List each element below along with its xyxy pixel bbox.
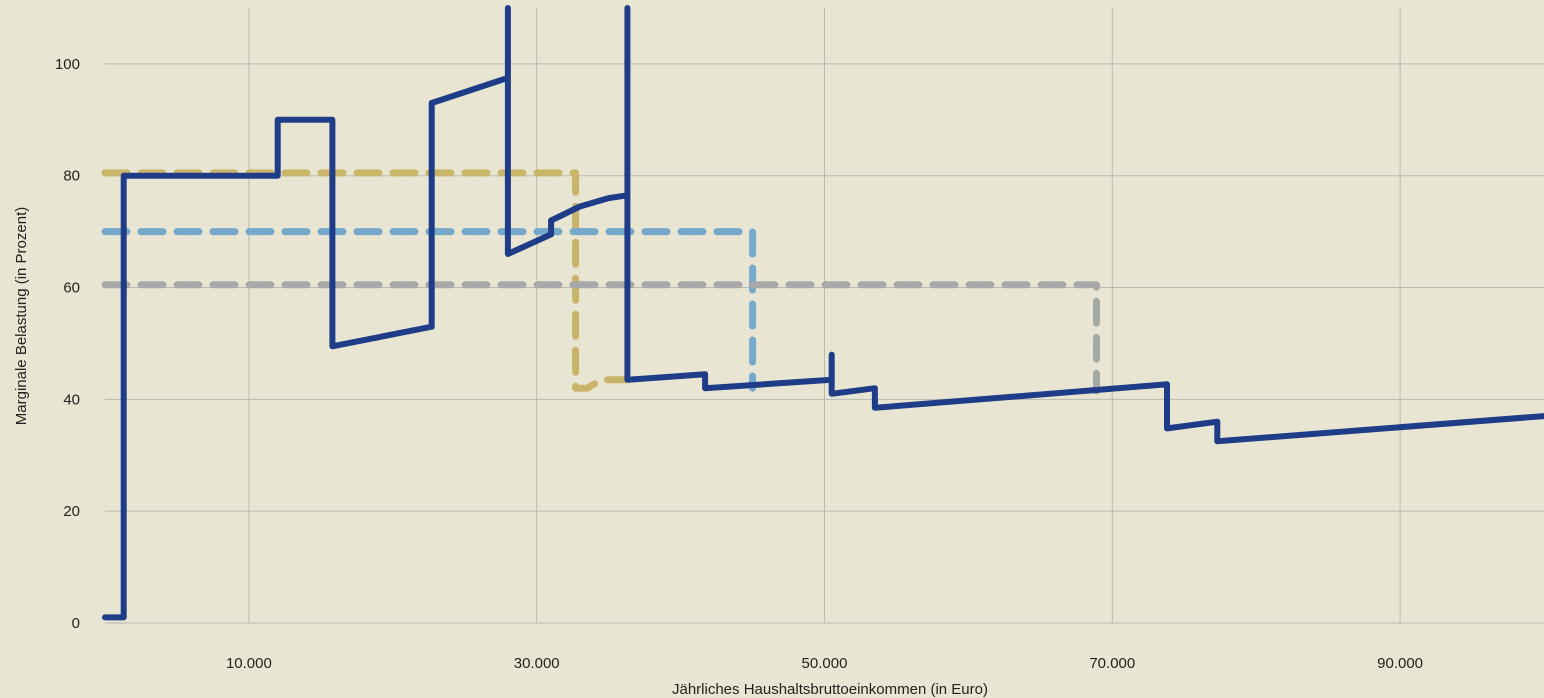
y-tick-label: 0 (72, 615, 80, 632)
tick-labels: 10.000 30.000 50.000 70.000 90.000 0 20 40 60 80 1… (55, 56, 1423, 672)
y-tick-label: 40 (63, 391, 80, 408)
y-tick-label: 20 (63, 503, 80, 520)
y-tick-label: 60 (63, 280, 80, 297)
x-tick-label: 70.000 (1089, 655, 1135, 672)
series-line-3 (101, 281, 1100, 395)
series-line-4 (102, 5, 1544, 621)
series-lines (101, 5, 1544, 621)
x-tick-label: 50.000 (802, 655, 848, 672)
series-line-2 (101, 228, 757, 392)
series-line-1 (101, 169, 631, 392)
y-tick-label: 100 (55, 56, 80, 73)
x-tick-label: 10.000 (226, 655, 272, 672)
x-tick-label: 30.000 (514, 655, 560, 672)
x-tick-label: 90.000 (1377, 655, 1423, 672)
x-axis-label: Jährliches Haushaltsbruttoeinkommen (in … (672, 681, 988, 698)
grid-lines (105, 8, 1544, 624)
y-tick-label: 80 (63, 168, 80, 185)
y-axis-label: Marginale Belastung (in Prozent) (13, 207, 30, 425)
